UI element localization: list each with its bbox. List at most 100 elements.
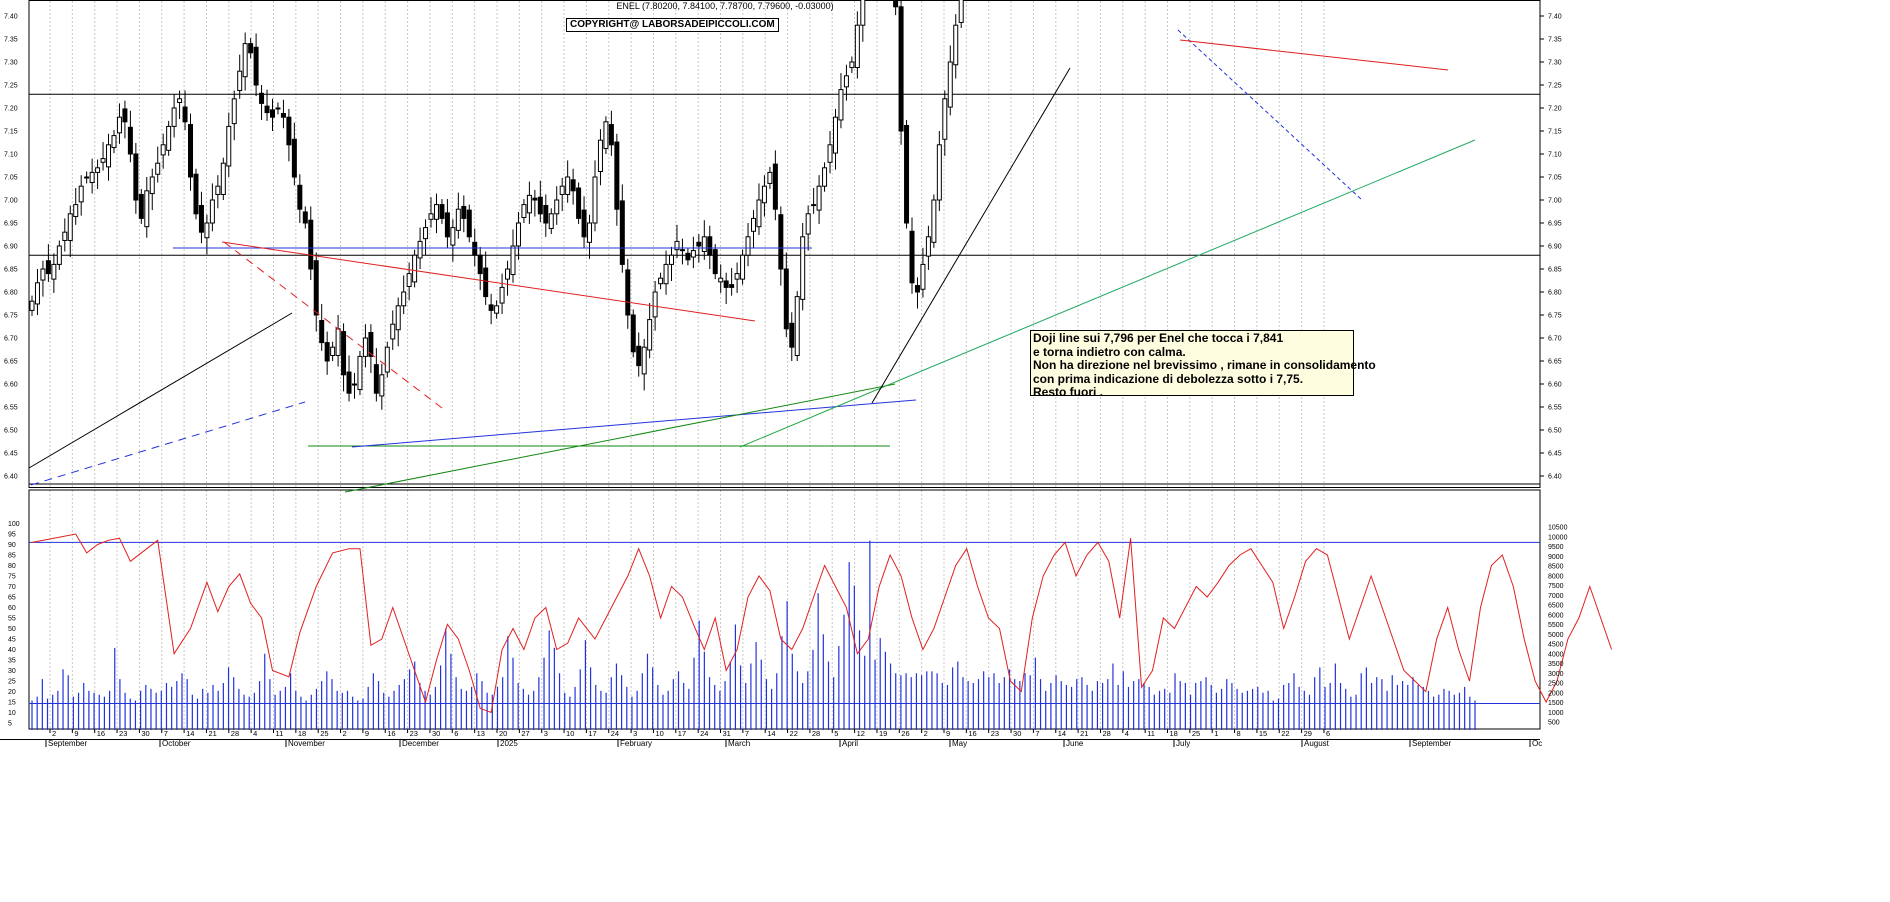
x-day-label: 27 [521,729,529,738]
candle-body [390,323,396,340]
candle-body [472,241,478,256]
candle-body [56,245,62,265]
vol-tick-right: 9500 [1548,544,1564,551]
vol-tick-right: 10500 [1548,525,1568,532]
x-day-label: 22 [1281,729,1289,738]
price-tick-left: 6.50 [4,428,18,435]
candle-body [302,211,308,224]
candle-body [603,121,609,149]
candle-body [619,200,625,265]
vol-tick-right: 500 [1548,720,1560,727]
x-day-label: 16 [968,729,976,738]
price-tick-left: 6.85 [4,267,18,274]
price-tick-right: 6.45 [1548,451,1562,458]
x-day-label: 18 [298,729,306,738]
price-tick-left: 6.80 [4,290,18,297]
candle-body [406,273,412,287]
x-day-label: 20 [499,729,507,738]
vol-tick-right: 2500 [1548,681,1564,688]
candle-body [701,236,707,253]
candle-body [51,263,57,280]
x-day-label: 17 [678,729,686,738]
candle-body [439,204,445,219]
x-day-label: 24 [611,729,619,738]
candle-body [384,346,390,373]
candle-body [958,0,964,23]
vol-tick-right: 3000 [1548,671,1564,678]
candle-body [505,268,511,280]
x-day-label: 3 [544,729,548,738]
candle-body [669,254,675,265]
candle-body [636,345,642,367]
x-day-label: 8 [1237,729,1241,738]
osc-tick-left: 60 [8,605,16,612]
candle-body [931,199,937,243]
candle-body [127,126,133,155]
candle-body [936,144,942,201]
candle-body [909,230,915,284]
candle-body [832,116,838,154]
vol-tick-right: 2000 [1548,690,1564,697]
candle-body [898,6,904,132]
candle-body [597,139,603,172]
candle-body [696,241,702,247]
candle-body [838,89,844,121]
x-day-label: 25 [320,729,328,738]
x-day-label: 6 [454,729,458,738]
candle-body [177,98,183,103]
candle-body [171,107,177,127]
x-day-label: 2 [924,729,928,738]
osc-tick-left: 75 [8,574,16,581]
candle-body [740,254,746,280]
candle-body [625,269,631,316]
note-line-1: Doji line sui 7,796 per Enel che tocca i… [1033,331,1284,345]
candlestick-series [29,0,964,410]
candle-body [89,171,95,184]
candle-body [231,98,237,125]
candle-body [182,106,188,123]
x-day-label: 2 [52,729,56,738]
candle-body [559,185,565,195]
trendline-green [344,383,896,493]
x-day-label: 11 [1147,729,1155,738]
note-line-5: Resto fuori . [1033,385,1104,399]
oscillator-line [29,533,1613,714]
candle-body [521,204,527,218]
axis-ticks: 2 9 16 23 30 7 14 21 28 4 11 18 25 2 9 16 23 30 6 13 20 27 3 10… [4,14,1568,749]
x-day-label: 10 [566,729,574,738]
x-day-label: 30 [1013,729,1021,738]
candle-body [84,176,90,179]
osc-tick-left: 50 [8,626,16,633]
candle-body [614,141,620,210]
panel-frames [0,0,1541,740]
osc-tick-left: 20 [8,689,16,696]
candle-body [510,245,516,276]
candle-body [62,231,68,241]
candle-body [226,125,232,167]
x-day-label: 17 [588,729,596,738]
trendline-blue-dashed [30,401,306,486]
candle-body [587,222,593,243]
candle-body [275,107,281,110]
x-day-label: 29 [1304,729,1312,738]
x-day-label: 30 [432,729,440,738]
candle-body [395,305,401,331]
candle-body [45,260,51,275]
horizontal-levels [29,93,1540,256]
candle-body [368,331,374,357]
price-tick-right: 7.15 [1548,129,1562,136]
x-day-label: 6 [1326,729,1330,738]
candle-body [718,277,724,283]
price-tick-left: 7.35 [4,37,18,44]
candle-body [319,320,325,344]
trendline-black [28,312,293,469]
candle-body [734,273,740,280]
candle-body [658,277,664,285]
x-day-label: 31 [723,729,731,738]
price-tick-right: 6.50 [1548,428,1562,435]
candle-body [149,176,155,195]
x-day-label: 22 [790,729,798,738]
candle-body [417,240,423,259]
x-day-label: 21 [1080,729,1088,738]
candle-body [789,322,795,348]
